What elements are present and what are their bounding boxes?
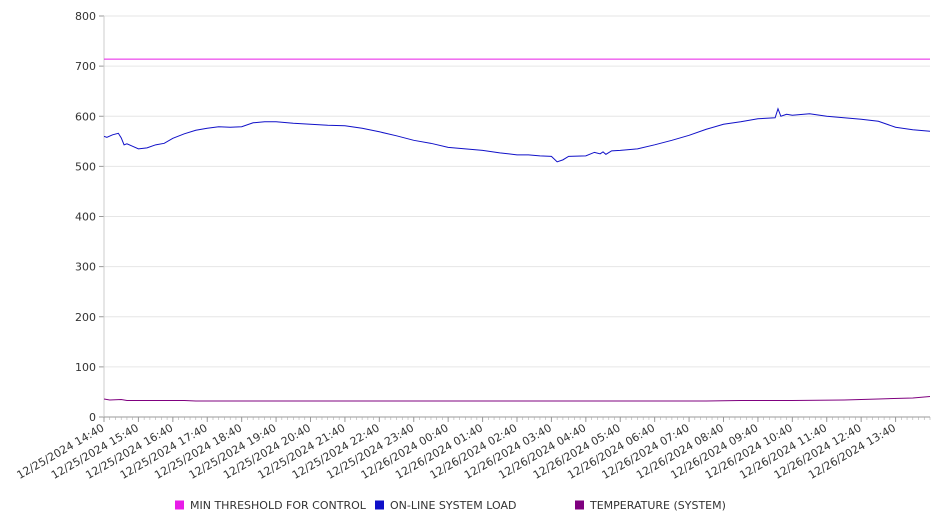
y-tick-label: 600 (75, 110, 96, 123)
series-line-3 (104, 395, 930, 402)
y-tick-label: 700 (75, 60, 96, 73)
y-tick-label: 800 (75, 10, 96, 23)
legend: MIN THRESHOLD FOR CONTROL ON-LINE SYSTEM … (175, 499, 726, 512)
y-tick-label: 400 (75, 211, 96, 224)
y-tick-label: 0 (89, 411, 96, 424)
y-tick-label: 500 (75, 160, 96, 173)
y-tick-label: 100 (75, 361, 96, 374)
series-line-2 (104, 107, 930, 163)
grid-lines (104, 15, 930, 418)
legend-label: ON-LINE SYSTEM LOAD (390, 499, 516, 512)
legend-label: MIN THRESHOLD FOR CONTROL (190, 499, 367, 512)
y-tick-label: 200 (75, 311, 96, 324)
y-axis: 0 100 200 300 400 500 600 700 800 (75, 10, 105, 424)
legend-swatch (575, 500, 584, 510)
legend-label: TEMPERATURE (SYSTEM) (589, 499, 726, 512)
legend-swatch (375, 500, 384, 510)
series-lines (104, 58, 930, 402)
legend-swatch (175, 500, 184, 510)
y-tick-label: 300 (75, 261, 96, 274)
